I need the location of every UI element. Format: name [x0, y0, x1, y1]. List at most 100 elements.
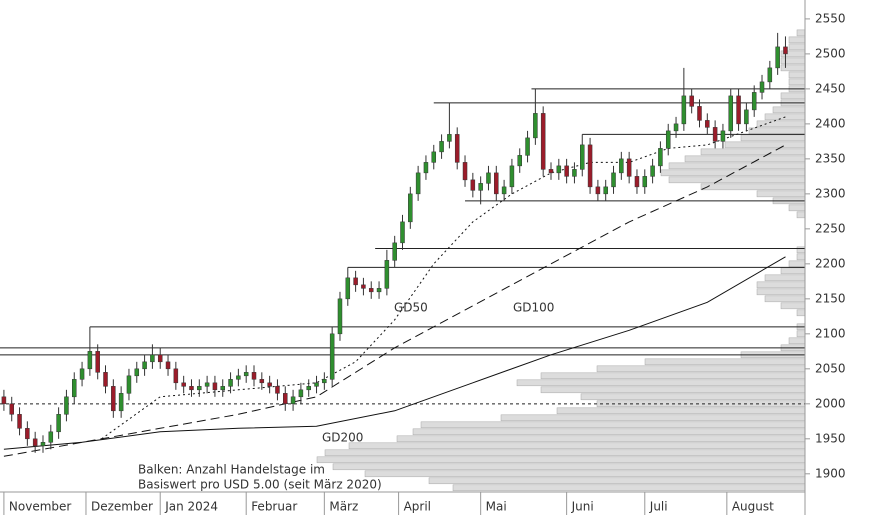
candle-body	[697, 106, 702, 121]
profile-bar	[348, 442, 806, 450]
candle-body	[580, 144, 585, 170]
profile-bar	[780, 64, 806, 72]
profile-bar	[780, 92, 806, 100]
candle-body	[298, 389, 304, 398]
y-tick-label: 2450	[815, 81, 846, 95]
candle-body	[384, 260, 390, 289]
profile-bar	[788, 260, 806, 268]
y-tick-label: 2350	[815, 151, 846, 165]
y-tick-label: 2000	[815, 396, 846, 410]
profile-bar	[420, 421, 806, 429]
candle-body	[501, 186, 507, 195]
candle-body	[431, 151, 437, 163]
candles	[1, 32, 788, 453]
profile-bar	[788, 36, 806, 44]
candle-body	[587, 144, 593, 188]
moving-average	[3, 256, 786, 450]
profile-bar	[748, 127, 806, 135]
candle-body	[705, 120, 710, 128]
profile-bar	[756, 288, 806, 296]
x-tick-label: Mai	[486, 500, 507, 514]
profile-bar	[788, 337, 806, 345]
candle-body	[509, 165, 515, 188]
profile-bar	[788, 78, 806, 86]
candle-body	[494, 172, 499, 195]
profile-bar	[788, 43, 806, 51]
note: Balken: Anzahl Handelstage im	[138, 463, 325, 477]
y-tick-label: 2500	[815, 46, 846, 60]
candle-body	[368, 288, 374, 293]
candle-body	[259, 379, 265, 384]
profile-bar	[756, 281, 806, 289]
profile-bar	[700, 148, 806, 156]
candle-body	[361, 284, 366, 289]
candle-body	[87, 351, 93, 370]
profile-bar	[412, 428, 806, 436]
candle-body	[329, 333, 335, 380]
candle-body	[56, 414, 61, 433]
candle-body	[775, 46, 780, 69]
y-tick-label: 2550	[815, 11, 846, 25]
candle-body	[126, 375, 132, 394]
candle-body	[283, 393, 288, 405]
candle-body	[290, 396, 296, 405]
candle-body	[181, 382, 186, 387]
candle-body	[462, 162, 468, 181]
candle-body	[189, 386, 194, 391]
profile-bar	[788, 204, 806, 212]
candle-body	[157, 354, 163, 363]
series-label: GD50	[394, 301, 428, 315]
candle-body	[619, 158, 624, 174]
candle-body	[376, 288, 382, 293]
candle-body	[408, 193, 413, 223]
y-tick-label: 1900	[815, 466, 846, 480]
candle-body	[197, 386, 202, 391]
candle-body	[243, 372, 249, 377]
y-tick-label: 2250	[815, 221, 846, 235]
profile-bar	[556, 407, 806, 415]
profile-bar	[756, 120, 806, 128]
candle-body	[626, 158, 632, 177]
profile-bar	[668, 176, 806, 184]
candle-body	[400, 221, 405, 244]
candle-body	[1, 396, 7, 405]
moving-averages	[3, 116, 786, 457]
profile-bar	[756, 190, 806, 198]
x-tick-label: Dezember	[91, 500, 153, 514]
profile-bar	[724, 141, 806, 149]
profile-bar	[668, 162, 806, 170]
profile-bar	[596, 400, 806, 408]
candle-body	[322, 379, 327, 384]
profile-bar	[452, 484, 806, 492]
profile-bar	[796, 253, 806, 261]
candle-body	[142, 361, 147, 370]
candle-body	[525, 137, 530, 156]
profile-bar	[772, 106, 806, 114]
y-tick-label: 2300	[815, 186, 846, 200]
profile-bar	[780, 57, 806, 65]
x-tick-label: Jan 2024	[164, 500, 218, 514]
candle-body	[134, 368, 140, 377]
candle-body	[572, 169, 577, 177]
candle-body	[423, 162, 429, 174]
candle-body	[236, 375, 241, 380]
candle-body	[486, 172, 491, 184]
candle-body	[744, 109, 749, 125]
moving-average	[3, 144, 786, 457]
x-tick-label: August	[732, 500, 774, 514]
candle-body	[673, 123, 679, 132]
profile-bar	[740, 134, 806, 142]
candle-body	[251, 372, 257, 380]
candle-body	[720, 130, 726, 142]
candle-body	[118, 393, 124, 412]
candle-body	[751, 92, 757, 111]
profile-bar	[316, 456, 806, 464]
levels	[0, 88, 805, 405]
candle-body	[642, 176, 648, 188]
profile-bar	[764, 274, 806, 282]
candle-body	[204, 382, 210, 387]
candle-body	[25, 428, 30, 440]
y-tick-label: 2050	[815, 361, 846, 375]
candle-body	[32, 438, 38, 447]
profile-bar	[780, 302, 806, 310]
